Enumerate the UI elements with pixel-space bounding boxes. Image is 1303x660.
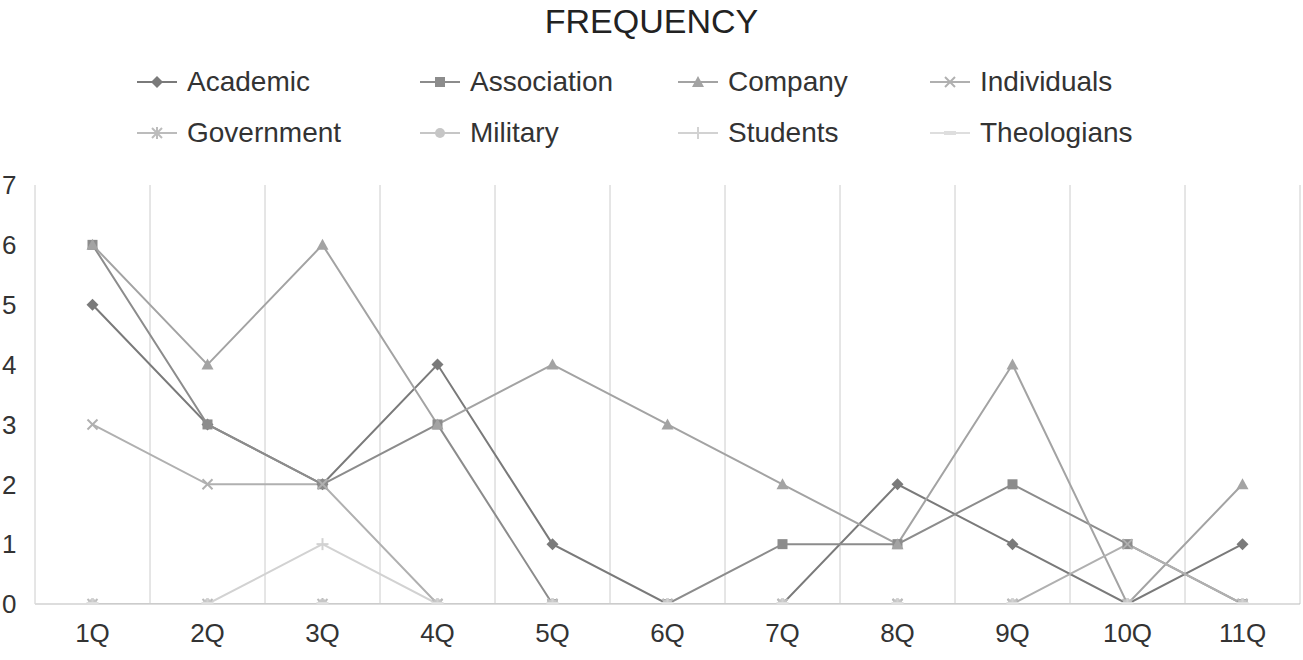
svg-text:4: 4 [8, 350, 16, 380]
svg-text:7: 7 [8, 170, 16, 200]
svg-text:1Q: 1Q [75, 618, 110, 648]
svg-text:2: 2 [8, 470, 16, 500]
html-text:Individuals: Individuals [980, 66, 1113, 97]
svg-text:6: 6 [8, 230, 16, 260]
html-text:Association: Association [470, 66, 614, 97]
html-text:Students: Students [728, 117, 839, 148]
svg-text:6Q: 6Q [650, 618, 685, 648]
html-text:Government: Government [187, 117, 342, 148]
svg-text:5: 5 [8, 290, 16, 320]
svg-text:11Q: 11Q [1219, 618, 1266, 648]
html-text:Company: Company [728, 66, 848, 97]
svg-text:7Q: 7Q [765, 618, 800, 648]
svg-text:9Q: 9Q [995, 618, 1030, 648]
html-text:FREQUENCY: FREQUENCY [544, 2, 759, 40]
svg-text:8Q: 8Q [880, 618, 915, 648]
svg-text:4Q: 4Q [420, 618, 455, 648]
svg-text:3: 3 [8, 410, 16, 440]
html-text:Military: Military [470, 117, 559, 148]
html-text:Academic: Academic [187, 66, 310, 97]
svg-text:3Q: 3Q [305, 618, 340, 648]
svg-text:1: 1 [8, 529, 16, 559]
svg-text:2Q: 2Q [190, 618, 225, 648]
svg-text:10Q: 10Q [1103, 618, 1152, 648]
svg-text:0: 0 [8, 589, 16, 619]
html-text:Theologians: Theologians [980, 117, 1133, 148]
svg-text:5Q: 5Q [535, 618, 570, 648]
